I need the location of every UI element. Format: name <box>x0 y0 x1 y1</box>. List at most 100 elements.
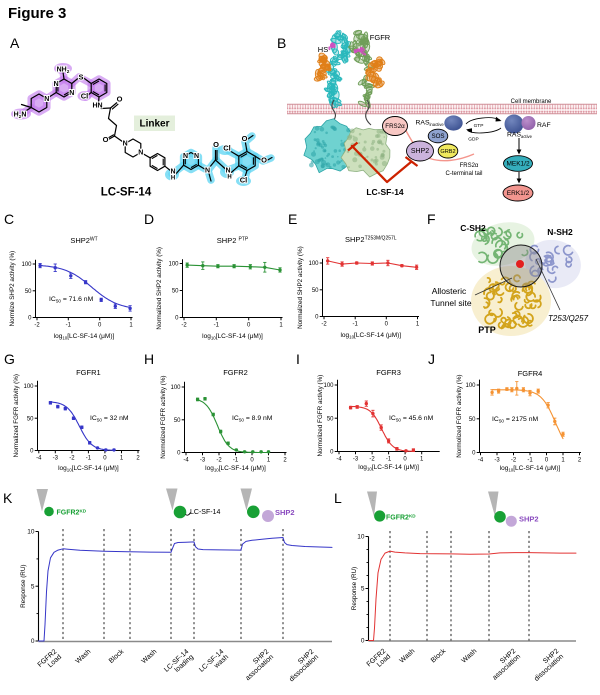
svg-text:2: 2 <box>283 458 287 464</box>
svg-text:H: H <box>144 351 154 367</box>
svg-text:1: 1 <box>561 458 565 464</box>
svg-text:Cl: Cl <box>240 176 248 185</box>
svg-text:C-SH2: C-SH2 <box>460 223 486 233</box>
svg-text:-2: -2 <box>69 456 75 462</box>
svg-text:IC50 = 8.9 nM: IC50 = 8.9 nM <box>232 415 273 423</box>
svg-text:FRS2α: FRS2α <box>385 123 405 130</box>
svg-text:-3: -3 <box>53 456 59 462</box>
svg-text:N: N <box>205 168 210 175</box>
svg-text:-3: -3 <box>494 458 500 464</box>
svg-text:2: 2 <box>578 458 582 464</box>
svg-text:100: 100 <box>168 262 179 268</box>
svg-text:Figure 3: Figure 3 <box>8 5 66 22</box>
svg-text:RAF: RAF <box>537 122 551 129</box>
svg-text:1: 1 <box>120 456 124 462</box>
svg-text:1: 1 <box>279 323 283 329</box>
svg-text:J: J <box>428 351 435 367</box>
svg-text:Normolized FGFR activity (%): Normolized FGFR activity (%) <box>160 375 167 458</box>
svg-text:GRB2: GRB2 <box>440 149 455 155</box>
svg-text:100: 100 <box>465 383 476 389</box>
svg-text:FGFR1: FGFR1 <box>76 368 101 377</box>
svg-text:-2: -2 <box>369 457 375 463</box>
svg-text:log10[LC-SF-14 (μM)]: log10[LC-SF-14 (μM)] <box>58 465 119 473</box>
svg-text:100: 100 <box>323 383 334 389</box>
svg-text:LC-SF-14: LC-SF-14 <box>101 187 152 199</box>
svg-text:C: C <box>4 211 14 227</box>
svg-text:S: S <box>78 73 83 82</box>
svg-text:10: 10 <box>357 534 365 541</box>
svg-text:0: 0 <box>28 316 32 322</box>
svg-text:FGFR3: FGFR3 <box>376 368 401 377</box>
svg-text:log10[LC-SF-14 (μM)]: log10[LC-SF-14 (μM)] <box>340 332 401 340</box>
svg-text:F: F <box>427 211 436 227</box>
svg-text:O: O <box>261 156 267 165</box>
svg-text:IC50 = 71.6 nM: IC50 = 71.6 nM <box>49 296 94 304</box>
svg-text:0: 0 <box>385 322 389 328</box>
svg-text:H: H <box>227 175 231 181</box>
svg-text:-2: -2 <box>34 323 40 329</box>
svg-text:50: 50 <box>469 417 476 423</box>
svg-text:-4: -4 <box>336 457 342 463</box>
svg-text:1: 1 <box>416 322 420 328</box>
svg-text:SHP2WT: SHP2WT <box>70 236 97 245</box>
svg-text:SHP2: SHP2 <box>275 508 295 517</box>
svg-text:IC50 = 45.6 nM: IC50 = 45.6 nM <box>389 415 434 423</box>
svg-text:FGFR2KD: FGFR2KD <box>386 513 416 521</box>
svg-text:Normlize SHP2 activity (%): Normlize SHP2 activity (%) <box>9 251 16 327</box>
svg-text:FRS2α: FRS2α <box>460 163 479 169</box>
svg-text:1: 1 <box>420 457 424 463</box>
svg-text:-1: -1 <box>527 458 533 464</box>
svg-text:MEK1/2: MEK1/2 <box>506 161 530 168</box>
svg-text:Tunnel site: Tunnel site <box>430 298 472 308</box>
svg-text:H: H <box>171 176 175 182</box>
svg-text:N: N <box>123 141 128 148</box>
svg-text:NH2: NH2 <box>57 67 70 75</box>
svg-text:L: L <box>334 490 342 506</box>
svg-text:0: 0 <box>175 316 179 322</box>
svg-text:IC50 = 2175 nM: IC50 = 2175 nM <box>492 416 538 424</box>
svg-text:A: A <box>10 35 20 51</box>
svg-text:PTP: PTP <box>478 325 496 335</box>
svg-text:0: 0 <box>330 450 334 456</box>
svg-text:SHP2 PTP: SHP2 PTP <box>217 236 249 245</box>
svg-text:GTP: GTP <box>474 123 484 129</box>
svg-text:0: 0 <box>98 323 102 329</box>
svg-text:SHP2T253M/Q257L: SHP2T253M/Q257L <box>345 235 397 244</box>
svg-text:O: O <box>103 135 109 144</box>
svg-text:GDP: GDP <box>468 137 478 143</box>
svg-text:T253/Q257: T253/Q257 <box>548 314 589 323</box>
svg-text:0: 0 <box>403 457 407 463</box>
svg-text:FGFR4: FGFR4 <box>518 369 543 378</box>
svg-text:0: 0 <box>247 323 251 329</box>
svg-text:RASactive: RASactive <box>507 132 533 140</box>
svg-text:Cell membrane: Cell membrane <box>511 99 552 105</box>
svg-text:100: 100 <box>308 261 319 267</box>
svg-text:HS: HS <box>318 45 328 54</box>
svg-text:0: 0 <box>472 451 476 457</box>
svg-text:100: 100 <box>170 385 181 391</box>
svg-text:-4: -4 <box>36 456 42 462</box>
svg-text:100: 100 <box>21 262 32 268</box>
svg-text:50: 50 <box>327 416 334 422</box>
svg-text:IC50 = 32 nM: IC50 = 32 nM <box>90 415 129 423</box>
svg-text:SOS: SOS <box>431 133 444 140</box>
svg-text:50: 50 <box>172 289 179 295</box>
svg-text:N: N <box>44 96 49 103</box>
svg-text:100: 100 <box>23 384 34 390</box>
svg-text:5: 5 <box>361 586 365 593</box>
svg-text:HN: HN <box>92 103 102 110</box>
svg-text:0: 0 <box>177 451 181 457</box>
svg-text:FGFR2KD: FGFR2KD <box>57 508 87 516</box>
svg-text:0: 0 <box>545 458 549 464</box>
svg-text:SHP2: SHP2 <box>411 148 429 155</box>
svg-text:0: 0 <box>31 638 35 645</box>
svg-text:-2: -2 <box>216 458 222 464</box>
svg-text:-1: -1 <box>386 457 392 463</box>
svg-text:log10[LC-SF-14 (μM)]: log10[LC-SF-14 (μM)] <box>205 465 266 473</box>
svg-text:I: I <box>296 351 300 367</box>
svg-text:5: 5 <box>31 584 35 591</box>
svg-text:10: 10 <box>27 529 35 536</box>
svg-text:C-terminal tail: C-terminal tail <box>445 171 482 177</box>
svg-text:E: E <box>288 211 297 227</box>
svg-text:D: D <box>144 211 154 227</box>
